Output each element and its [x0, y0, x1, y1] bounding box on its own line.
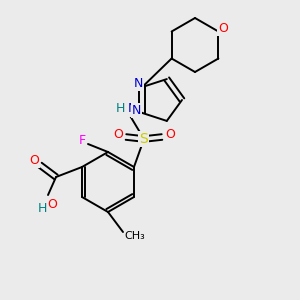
Text: H: H: [37, 202, 47, 215]
Text: CH₃: CH₃: [124, 231, 146, 241]
Text: O: O: [47, 197, 57, 211]
Text: N: N: [127, 103, 137, 116]
Text: F: F: [78, 134, 85, 146]
Text: N: N: [134, 76, 143, 90]
Text: N: N: [131, 104, 141, 117]
Text: O: O: [218, 22, 228, 35]
Text: O: O: [165, 128, 175, 142]
Text: H: H: [115, 103, 125, 116]
Text: O: O: [29, 154, 39, 166]
Text: S: S: [140, 132, 148, 146]
Text: O: O: [113, 128, 123, 142]
